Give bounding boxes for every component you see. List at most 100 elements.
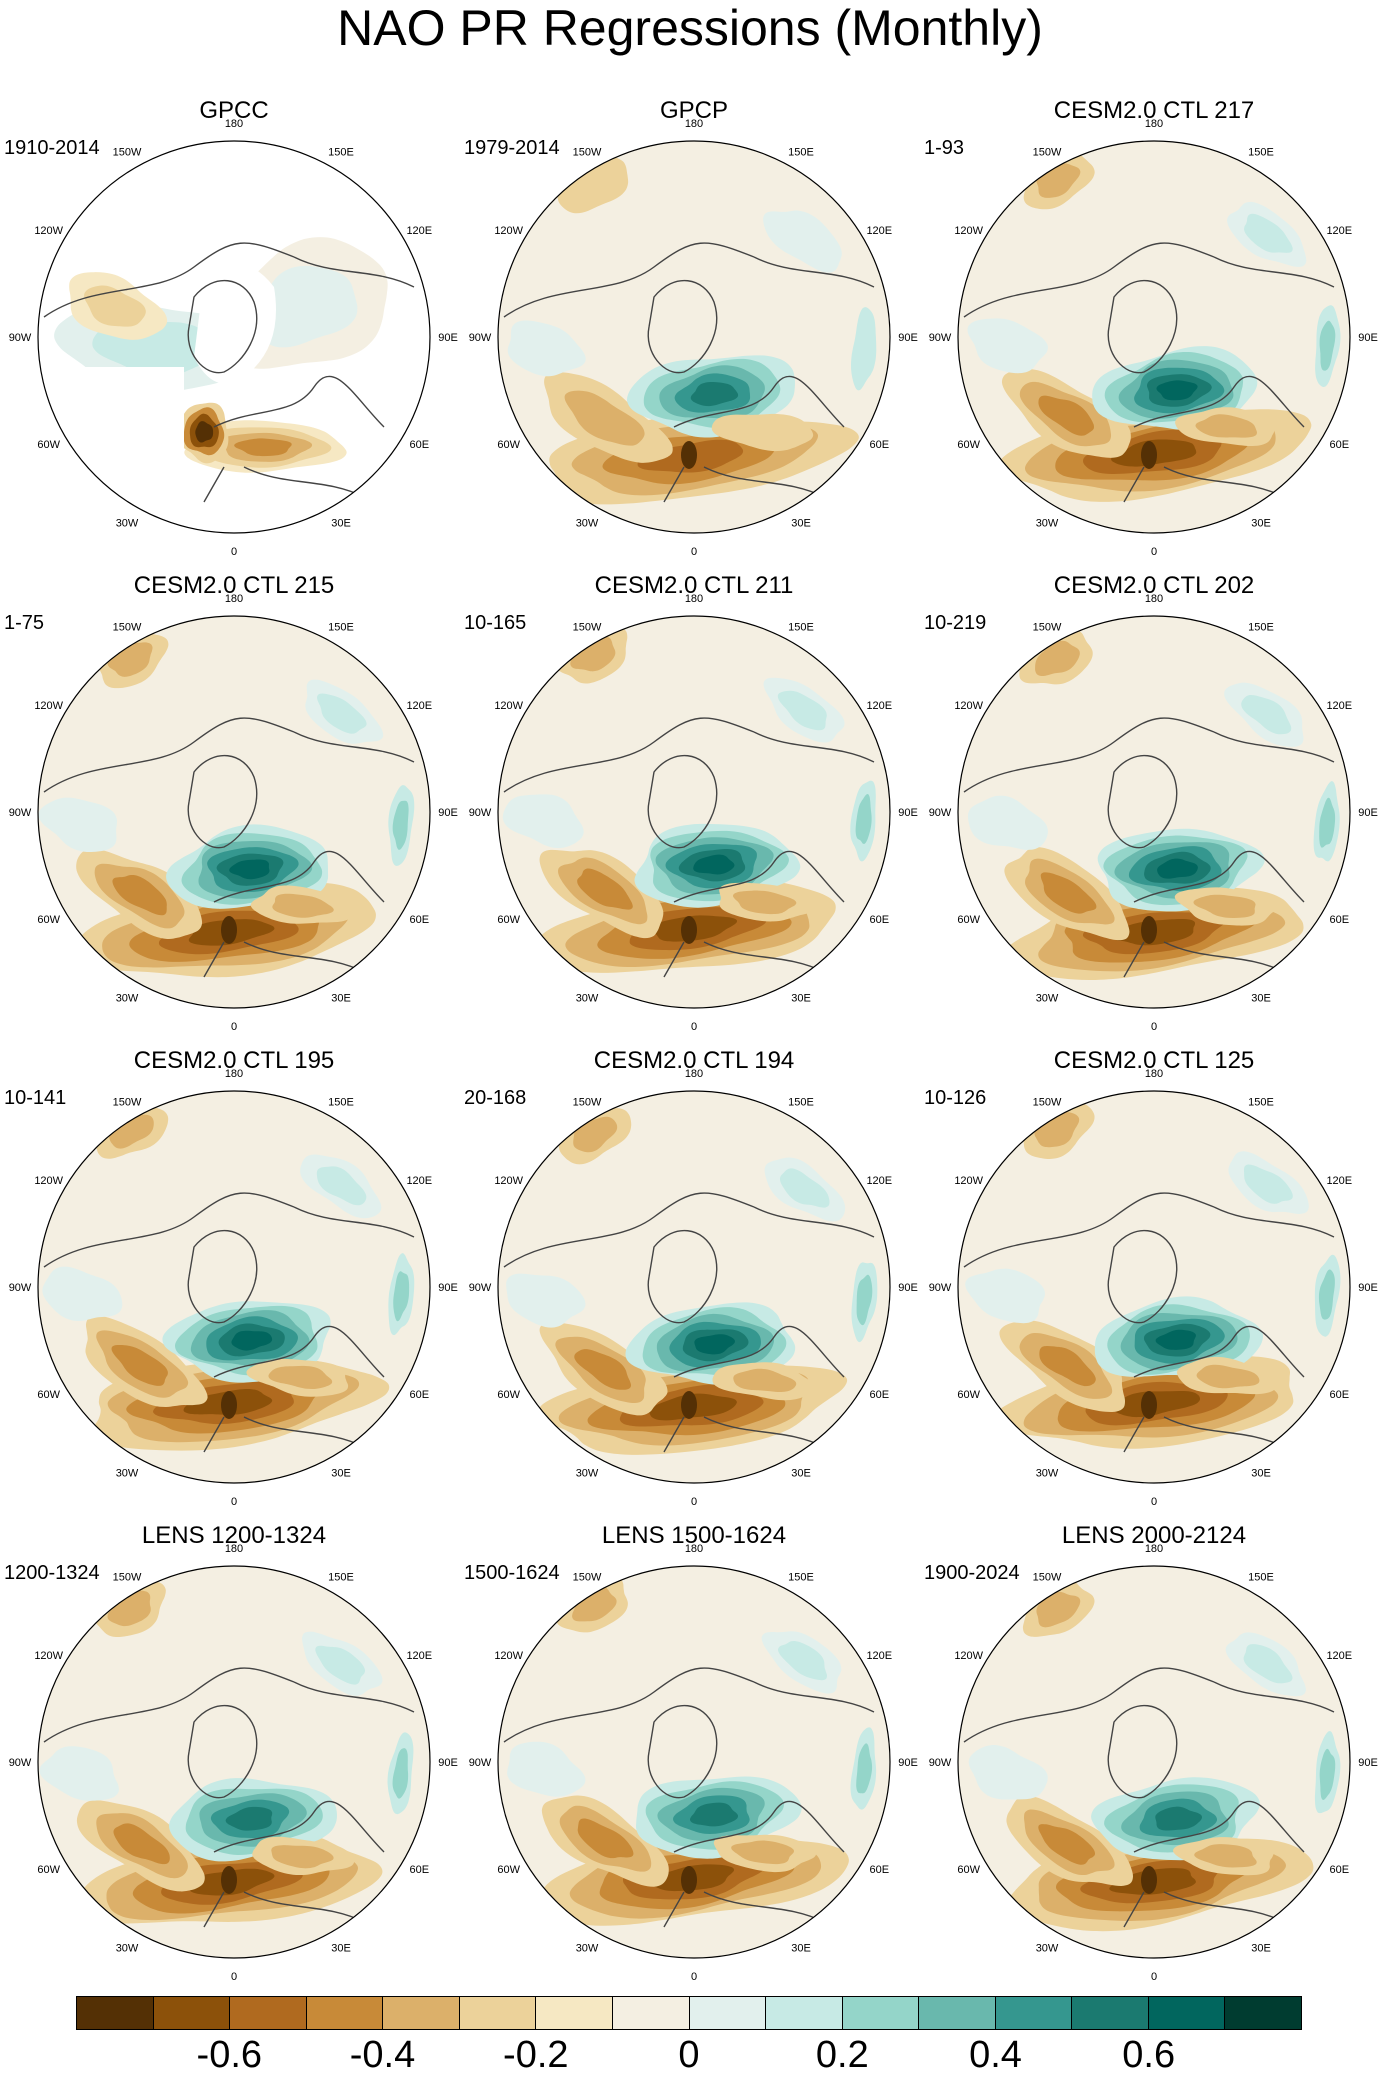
longitude-label: 120E: [1326, 1650, 1352, 1662]
longitude-label: 150W: [113, 1572, 142, 1584]
greenland-coast: [647, 1230, 718, 1324]
land-neutral-patch: [248, 265, 358, 348]
longitude-label: 90E: [438, 1757, 458, 1769]
asia-wet-blob: [763, 210, 842, 273]
longitude-label: 60W: [37, 1389, 60, 1401]
east-wet-streak: [855, 794, 872, 844]
colorbar-swatch: [230, 1997, 307, 2029]
longitude-label: 0: [231, 546, 237, 558]
west-wet-patch: [507, 320, 586, 377]
longitude-label: 90E: [898, 1757, 918, 1769]
map-boundary: [497, 1565, 891, 1959]
colorbar-swatch: [612, 1997, 690, 2029]
siberia-coast: [1213, 731, 1335, 763]
longitude-label: 90E: [1358, 807, 1378, 819]
greenland-coast: [187, 1230, 258, 1324]
longitude-label: 90W: [9, 1757, 32, 1769]
dry-extreme-core: [1141, 441, 1157, 469]
longitude-label: 180: [1145, 593, 1163, 605]
europe-coast: [1133, 375, 1305, 428]
panel-title: GPCC: [199, 97, 268, 124]
north-america-coast: [43, 242, 295, 318]
longitude-label: 120W: [34, 700, 63, 712]
longitude-label: 120E: [1326, 700, 1352, 712]
europe-coast: [213, 1800, 385, 1853]
asia-wet-blob: [315, 1645, 366, 1685]
map-svg: CESM2.0 CTL 125 10-126 180 150E 120E 90E 60E 30…: [924, 1047, 1378, 1508]
west-wet-patch: [502, 794, 584, 849]
longitude-label: 150W: [573, 622, 602, 634]
longitude-label: 120W: [494, 1175, 523, 1187]
period-label: 1979-2014: [464, 137, 560, 159]
map-field: [38, 141, 430, 533]
longitude-label: 150E: [788, 1097, 814, 1109]
map-boundary: [37, 140, 431, 534]
panel-title: CESM2.0 CTL 211: [595, 572, 794, 599]
longitude-label: 30E: [331, 992, 351, 1004]
period-label: 10-165: [464, 612, 526, 634]
africa-coast: [1123, 1891, 1285, 1928]
arctic-neutral: [1137, 710, 1260, 795]
period-label: 1200-1324: [4, 1562, 100, 1584]
map-boundary: [37, 1565, 431, 1959]
west-wet-patch: [507, 1741, 586, 1797]
pacific-dry-blob: [570, 636, 616, 672]
longitude-label: 90W: [469, 807, 492, 819]
mediterranean-dry: [733, 1368, 797, 1393]
pacific-dry-blob: [1034, 1112, 1080, 1148]
longitude-label: 90E: [898, 807, 918, 819]
map-field: [498, 616, 890, 1008]
siberia-coast: [753, 731, 875, 763]
africa-coast: [203, 941, 365, 978]
longitude-label: 90E: [1358, 332, 1378, 344]
map-field: [38, 616, 430, 1008]
longitude-label: 60W: [497, 1864, 520, 1876]
greenland-coast: [647, 280, 718, 374]
colorbar-swatch: [842, 1997, 920, 2029]
longitude-label: 120E: [406, 1650, 432, 1662]
longitude-label: 150W: [1033, 1572, 1062, 1584]
west-wet-patch: [506, 1273, 586, 1328]
map-panel: CESM2.0 CTL 211 10-165 180 150E 120E 90E 60E 30…: [460, 571, 920, 1045]
dry-extreme-core: [221, 1391, 237, 1419]
colorbar-swatch: [766, 1997, 843, 2029]
longitude-label: 120W: [954, 700, 983, 712]
coastlines: [503, 1667, 875, 1928]
map-boundary: [957, 1090, 1351, 1484]
map-boundary: [497, 1090, 891, 1484]
west-wet-patch: [967, 318, 1048, 374]
map-svg: CESM2.0 CTL 202 10-219 180 150E 120E 90E 60E 30…: [924, 572, 1378, 1033]
longitude-label: 180: [225, 1068, 243, 1080]
panel-title: CESM2.0 CTL 202: [1054, 572, 1255, 599]
north-america-coast: [503, 242, 755, 318]
west-wet-patch: [965, 1268, 1045, 1324]
atlantic-dry-arm: [1038, 1824, 1096, 1865]
dry-extreme-core: [681, 1866, 697, 1894]
greenland-nodata: [194, 264, 276, 384]
map-svg: GPCC 1910-2014 180 150E 120E 90E 60E 30E 0 30W 60W…: [4, 97, 458, 558]
coastlines: [43, 1667, 415, 1928]
longitude-label: 0: [691, 1971, 697, 1983]
map-svg: LENS 1200-1324 1200-1324 180 150E 120E 90E 60E…: [4, 1522, 458, 1983]
map-field: [38, 1566, 430, 1958]
longitude-label: 90E: [898, 332, 918, 344]
map-panel: CESM2.0 CTL 194 20-168 180 150E 120E 90E 60E 30…: [460, 1046, 920, 1520]
map-field: [958, 1566, 1350, 1958]
longitude-label: 30W: [116, 992, 139, 1004]
longitude-label: 90W: [469, 1757, 492, 1769]
coastlines: [43, 1192, 415, 1453]
longitude-label: 150W: [113, 147, 142, 159]
longitude-label: 120E: [866, 1650, 892, 1662]
longitude-label: 150W: [1033, 147, 1062, 159]
longitude-label: 60W: [37, 1864, 60, 1876]
map-boundary: [497, 140, 891, 534]
colorbar-swatch: [1148, 1997, 1226, 2029]
longitude-label: 60W: [957, 439, 980, 451]
dry-extreme-core: [681, 1391, 697, 1419]
longitude-label: 30W: [1036, 992, 1059, 1004]
longitude-label: 0: [691, 1496, 697, 1508]
siberia-coast: [293, 731, 415, 763]
europe-coast: [673, 1800, 845, 1853]
longitude-label: 30E: [331, 517, 351, 529]
asia-wet-blob: [1243, 1644, 1293, 1684]
